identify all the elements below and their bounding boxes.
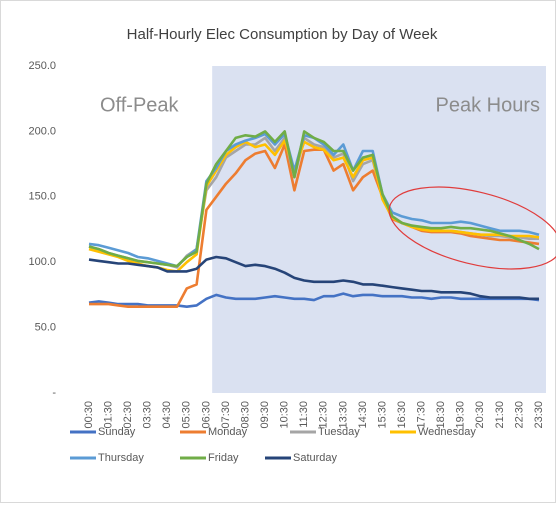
- x-tick-label: 01:30: [102, 401, 114, 429]
- x-tick-label: 17:30: [416, 401, 428, 429]
- series-line: [88, 255, 539, 301]
- x-tick-label: 20:30: [474, 401, 486, 429]
- x-tick-label: 14:30: [357, 401, 369, 429]
- legend-label: Friday: [208, 452, 239, 464]
- x-tick-label: 00:30: [83, 401, 95, 429]
- x-tick-label: 19:30: [455, 401, 467, 429]
- x-tick-label: 12:30: [318, 401, 330, 429]
- x-tick-label: 22:30: [513, 401, 525, 429]
- y-tick-label: 250.0: [28, 60, 56, 72]
- y-tick-label: 50.0: [35, 322, 56, 334]
- x-tick-label: 08:30: [239, 401, 251, 429]
- annotation: Off-Peak: [100, 94, 180, 116]
- x-tick-label: 03:30: [142, 401, 154, 429]
- y-tick-label: 100.0: [28, 256, 56, 268]
- x-tick-label: 09:30: [259, 401, 271, 429]
- x-tick-label: 23:30: [533, 401, 545, 429]
- x-tick-label: 10:30: [279, 401, 291, 429]
- legend-label: Tuesday: [318, 426, 360, 438]
- x-tick-label: 21:30: [494, 401, 506, 429]
- legend-label: Sunday: [98, 426, 136, 438]
- legend-label: Thursday: [98, 452, 144, 464]
- x-tick-label: 06:30: [200, 401, 212, 429]
- x-tick-label: 07:30: [220, 401, 232, 429]
- x-tick-label: 13:30: [337, 401, 349, 429]
- highlight-ellipse: [388, 186, 556, 270]
- series-line: [88, 292, 540, 308]
- x-tick-label: 18:30: [435, 401, 447, 429]
- x-tick-label: 15:30: [376, 401, 388, 429]
- x-tick-label: 02:30: [122, 401, 134, 429]
- x-tick-label: 04:30: [161, 401, 173, 429]
- line-layer: [88, 130, 540, 308]
- legend-label: Saturday: [293, 452, 338, 464]
- annotation: Peak Hours: [436, 94, 541, 116]
- chart-title: Half-Hourly Elec Consumption by Day of W…: [127, 26, 438, 43]
- x-tick-label: 05:30: [181, 401, 193, 429]
- x-tick-label: 11:30: [298, 401, 310, 428]
- series-line: [88, 130, 540, 268]
- y-tick-label: 150.0: [28, 191, 56, 203]
- x-tick-label: 16:30: [396, 401, 408, 429]
- series-line: [89, 143, 540, 308]
- y-tick-label: 200.0: [28, 125, 56, 137]
- legend-label: Wednesday: [418, 426, 476, 438]
- y-tick-label: -: [52, 387, 56, 399]
- legend-label: Monday: [208, 426, 248, 438]
